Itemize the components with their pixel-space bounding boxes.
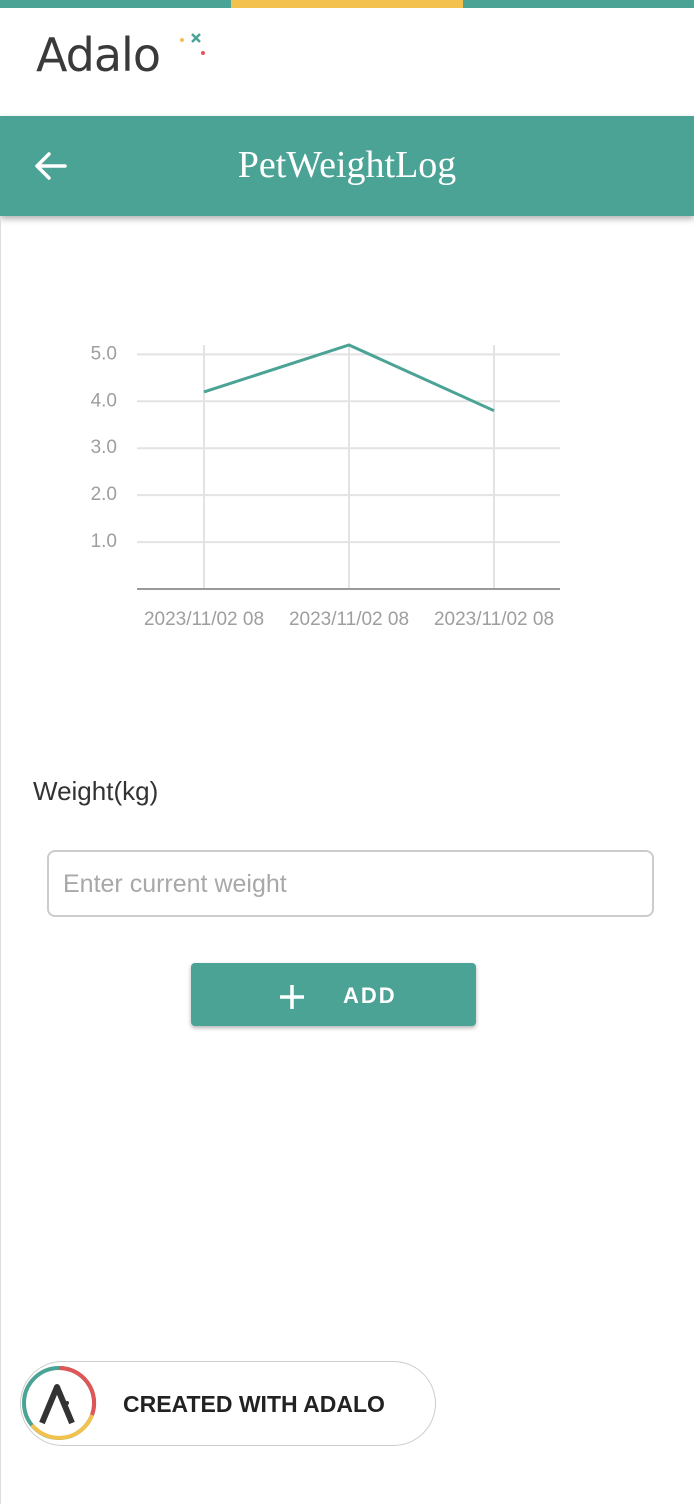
x-tick-label: 2023/11/02 08	[144, 609, 264, 630]
header	[0, 8, 694, 116]
y-tick-label: 3.0	[91, 437, 117, 458]
y-tick-label: 5.0	[91, 343, 117, 364]
back-button[interactable]	[33, 149, 69, 183]
placeholder: Enter current weight	[63, 870, 287, 898]
edge	[0, 216, 1, 1504]
x-tick-label: 2023/11/02 08	[434, 609, 554, 630]
x-tick-label: 2023/11/02 08	[289, 609, 409, 630]
badge-icon	[22, 1365, 97, 1440]
line	[203, 343, 495, 413]
add-button[interactable]	[191, 963, 476, 1026]
logo-stars	[180, 33, 205, 55]
y-tick-label: 2.0	[91, 484, 117, 505]
y-tick-label: 1.0	[91, 531, 117, 552]
chart: 1.0 2.0 3.0 4.0 5.0 2023/11/02 08 2023/11/02 0…	[91, 343, 560, 630]
text-input[interactable]	[47, 850, 654, 917]
app-bar	[0, 116, 694, 216]
plus-icon	[280, 985, 304, 1009]
field-label: Weight(kg)	[33, 776, 159, 806]
button-label: ADD	[343, 983, 397, 1008]
y-tick-label: 4.0	[91, 390, 117, 411]
logo: Adalo	[36, 28, 161, 82]
status-stripe-accent	[231, 0, 463, 8]
badge-text: CREATED WITH ADALO	[123, 1391, 385, 1417]
app-title: PetWeightLog	[237, 144, 457, 186]
